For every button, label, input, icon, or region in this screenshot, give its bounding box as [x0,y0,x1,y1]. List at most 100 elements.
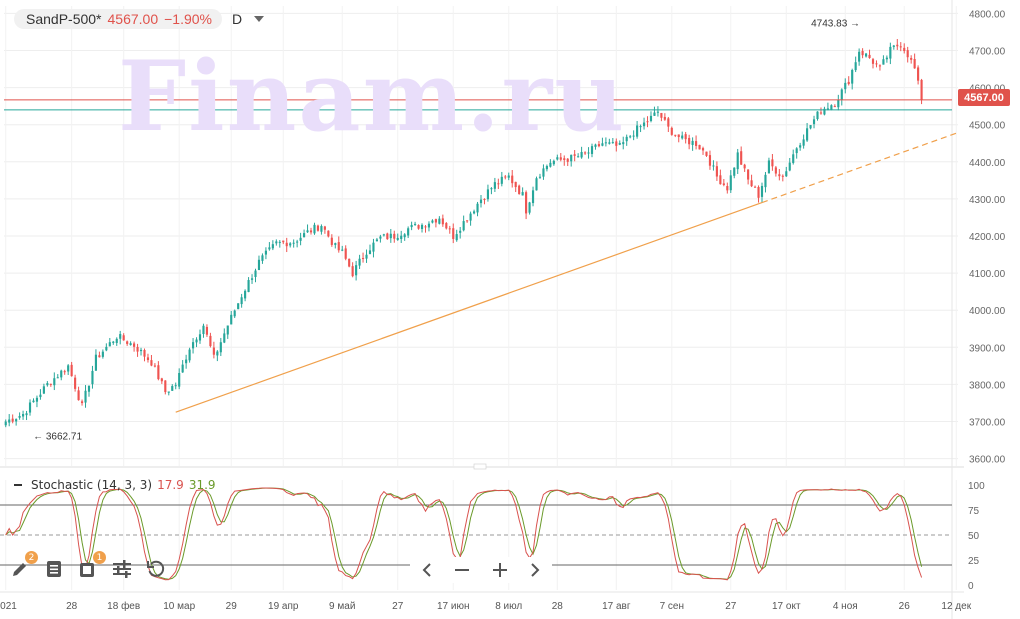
candle-body[interactable] [240,297,243,305]
candle-body[interactable] [122,335,125,341]
candle-body[interactable] [802,139,805,146]
candle-body[interactable] [313,224,316,234]
candle-body[interactable] [344,248,347,259]
candle-body[interactable] [674,134,677,136]
candle-body[interactable] [792,154,795,163]
candle-body[interactable] [410,224,413,228]
candle-body[interactable] [771,159,774,167]
candle-body[interactable] [760,185,764,197]
chevron-right-icon[interactable] [528,562,542,578]
candle-body[interactable] [18,416,21,418]
candle-body[interactable] [715,166,718,177]
candle-body[interactable] [476,203,479,213]
candle-body[interactable] [434,219,437,223]
drawing-tool-button[interactable]: 2 [8,551,38,581]
candle-body[interactable] [660,112,663,118]
candle-body[interactable] [570,154,573,162]
candle-body[interactable] [469,213,472,221]
candle-body[interactable] [150,360,153,366]
candle-body[interactable] [382,234,385,236]
candle-body[interactable] [903,47,906,52]
candle-body[interactable] [361,257,365,259]
candle-body[interactable] [667,118,670,127]
candle-body[interactable] [171,386,174,391]
candle-body[interactable] [559,157,562,160]
candle-body[interactable] [601,143,604,146]
candle-body[interactable] [198,334,202,341]
candle-body[interactable] [518,185,521,195]
candle-body[interactable] [896,44,899,47]
candle-body[interactable] [320,226,323,232]
candle-body[interactable] [427,223,431,228]
candle-body[interactable] [67,365,70,372]
candle-body[interactable] [747,169,750,180]
candle-body[interactable] [483,199,486,201]
candle-body[interactable] [899,46,902,48]
candle-body[interactable] [185,359,188,364]
candle-body[interactable] [719,175,722,185]
candle-body[interactable] [854,62,857,71]
candle-body[interactable] [670,127,673,135]
candle-body[interactable] [556,157,559,160]
candle-body[interactable] [778,174,781,177]
candle-body[interactable] [49,383,52,385]
candle-body[interactable] [205,326,209,335]
chevron-left-icon[interactable] [420,562,434,578]
candle-body[interactable] [257,259,261,271]
candle-body[interactable] [323,226,326,230]
candle-body[interactable] [788,162,791,171]
candle-body[interactable] [642,122,646,127]
candle-body[interactable] [466,220,469,222]
candle-body[interactable] [625,136,628,142]
candle-body[interactable] [864,53,868,57]
candle-body[interactable] [459,230,462,233]
candle-body[interactable] [840,89,843,100]
chevron-down-icon[interactable] [254,16,265,22]
candle-body[interactable] [271,244,274,249]
symbol-selector[interactable]: SandP-500* 4567.00 −1.90% [14,9,222,29]
candle-body[interactable] [504,176,507,178]
candle-body[interactable] [705,151,708,156]
candle-body[interactable] [726,186,729,191]
zoom-out-icon[interactable] [453,562,471,578]
candle-body[interactable] [493,182,496,189]
candle-body[interactable] [844,82,847,90]
candle-body[interactable] [622,142,625,145]
candle-body[interactable] [514,181,517,188]
candle-body[interactable] [681,135,684,139]
candle-body[interactable] [108,342,111,347]
candle-body[interactable] [25,413,28,416]
candle-body[interactable] [11,418,14,422]
candle-body[interactable] [247,280,250,293]
candle-body[interactable] [462,221,465,231]
candle-body[interactable] [28,402,32,413]
candle-body[interactable] [639,126,642,128]
candle-body[interactable] [105,346,108,351]
candle-body[interactable] [538,176,542,178]
stochastic-legend[interactable]: Stochastic (14, 3, 3) 17.9 31.9 [14,478,216,492]
candle-body[interactable] [837,99,840,108]
candle-body[interactable] [264,250,267,255]
candle-body[interactable] [774,167,777,174]
candle-body[interactable] [875,63,878,65]
candle-body[interactable] [309,230,313,233]
candle-body[interactable] [334,243,337,245]
candle-body[interactable] [278,241,281,243]
candle-body[interactable] [233,310,236,317]
candle-body[interactable] [618,142,621,145]
candle-body[interactable] [629,136,632,138]
candle-body[interactable] [22,414,25,417]
candle-body[interactable] [812,119,816,125]
candle-body[interactable] [8,419,11,423]
candle-body[interactable] [497,183,500,185]
candle-body[interactable] [920,79,923,100]
candle-body[interactable] [393,233,396,239]
candle-body[interactable] [153,365,156,367]
candle-body[interactable] [552,160,555,165]
candle-body[interactable] [608,142,611,144]
candle-body[interactable] [750,180,753,187]
candle-body[interactable] [677,134,680,138]
candle-body[interactable] [701,148,705,151]
candle-body[interactable] [289,243,292,246]
